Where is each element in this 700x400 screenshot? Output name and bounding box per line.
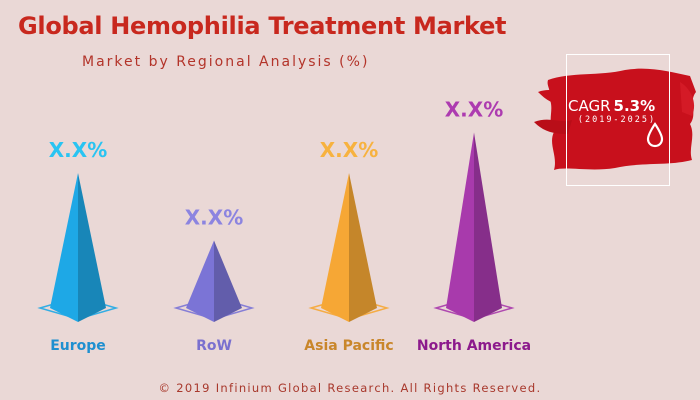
chart-title: Global Hemophilia Treatment Market: [18, 12, 507, 40]
copyright-footer: © 2019 Infinium Global Research. All Rig…: [158, 381, 542, 395]
data-label: X.X%: [320, 138, 378, 162]
category-label: North America: [417, 338, 531, 354]
chart-subtitle: Market by Regional Analysis (%): [82, 54, 370, 70]
pyramid-bar: [173, 240, 255, 322]
pyramid-right-face: [78, 173, 106, 322]
cagr-period: (2019-2025): [577, 115, 657, 125]
pyramid-right-face: [349, 173, 377, 322]
pyramid-left-face: [446, 132, 474, 322]
data-label: X.X%: [49, 138, 107, 162]
pyramid-left-face: [321, 173, 349, 322]
cagr-value: 5.3%: [613, 97, 656, 115]
category-label: Asia Pacific: [304, 338, 393, 354]
pyramid-left-face: [50, 173, 78, 322]
pyramid-right-face: [474, 132, 502, 322]
water-drop-icon: [646, 122, 664, 148]
category-label: RoW: [196, 338, 232, 354]
data-label: X.X%: [445, 98, 503, 122]
pyramid-left-face: [186, 240, 214, 322]
data-label: X.X%: [185, 206, 243, 230]
pyramid-bar: [37, 173, 119, 322]
category-label: Europe: [50, 338, 106, 354]
pyramid-bar: [433, 132, 515, 322]
pyramid-right-face: [214, 240, 242, 322]
pyramid-bar: [308, 173, 390, 322]
cagr-label: CAGR: [568, 97, 611, 115]
cagr-frame: [566, 54, 670, 186]
cagr-text: CAGR 5.3%: [568, 96, 678, 115]
